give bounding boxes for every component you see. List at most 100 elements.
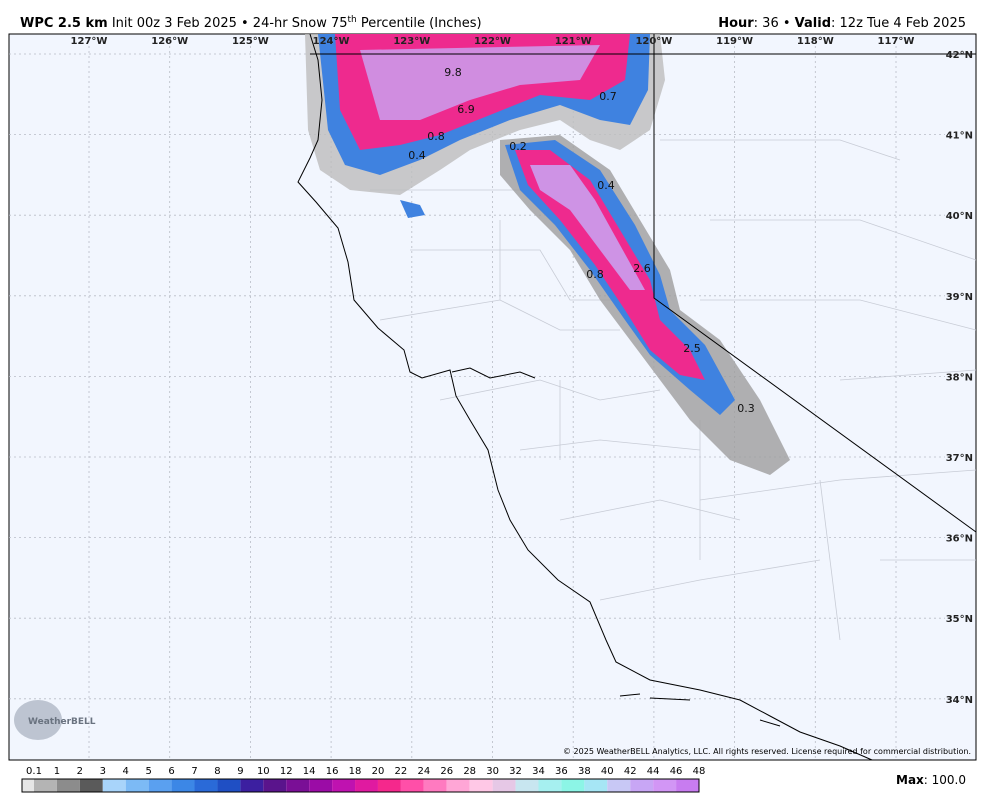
colorbar-label: 28 [463,766,476,777]
colorbar-label: 4 [123,766,129,777]
colorbar-swatch [423,779,447,792]
colorbar-label: 46 [670,766,683,777]
colorbar-swatch [171,779,195,792]
latitude-label: 41°N [946,131,973,142]
colorbar-swatch [676,779,699,792]
colorbar-swatch [286,779,310,792]
colorbar-label: 24 [417,766,430,777]
max-label: Max [896,773,924,787]
colorbar-swatch [377,779,401,792]
colorbar-swatch [102,779,126,792]
colorbar-label: 30 [486,766,499,777]
colorbar-label: 44 [647,766,660,777]
longitude-label: 127°W [71,36,108,47]
snow-value: 2.6 [633,262,651,275]
colorbar-label: 18 [349,766,362,777]
coastline [297,33,873,761]
colorbar-swatch [240,779,264,792]
colorbar-label: 36 [555,766,568,777]
longitude-label: 121°W [555,36,592,47]
colorbar-label: 42 [624,766,637,777]
snow-value: 0.4 [408,149,426,162]
longitude-label: 122°W [474,36,511,47]
colorbar-frame [21,778,700,793]
colorbar-label: 3 [100,766,106,777]
product-suffix: Percentile (Inches) [361,16,482,31]
hour-label: Hour [718,16,754,31]
longitude-label: 118°W [797,36,834,47]
colorbar-swatch [653,779,677,792]
longitude-label: 117°W [878,36,915,47]
longitude-label: 120°W [635,36,672,47]
snow-value: 0.4 [597,179,615,192]
superscript: th [348,15,357,25]
latitude-label: 37°N [946,453,973,464]
colorbar-swatch [263,779,287,792]
max-value: : 100.0 [924,773,966,787]
colorbar-swatch [584,779,608,792]
colorbar-swatch [400,779,424,792]
valid-label: Valid [795,16,831,31]
colorbar-label: 9 [237,766,243,777]
colorbar-label: 2 [77,766,83,777]
colorbar-label: 38 [578,766,591,777]
colorbar-swatch [79,779,103,792]
snow-value: 2.5 [683,342,701,355]
colorbar-label: 40 [601,766,614,777]
colorbar-label: 16 [326,766,339,777]
longitude-label: 125°W [232,36,269,47]
borders [297,33,977,761]
logo-text: WeatherBELL [28,717,96,727]
colorbar-swatch [630,779,654,792]
colorbar-label: 6 [168,766,174,777]
colorbar-swatch [355,779,378,792]
header-right: Hour: 36 • Valid: 12z Tue 4 Feb 2025 [718,16,966,31]
snow-value: 0.8 [586,268,604,281]
copyright: © 2025 WeatherBELL Analytics, LLC. All r… [563,747,971,756]
colorbar-swatch [217,779,241,792]
colorbar-swatch [607,779,631,792]
colorbar-label: 32 [509,766,522,777]
logo: WeatherBELL [14,700,96,740]
longitude-label: 124°W [313,36,350,47]
colorbar-swatch [332,779,356,792]
colorbar-swatch [22,779,34,792]
colorbar-label: 22 [395,766,408,777]
colorbar-swatch [56,779,80,792]
snow-field [305,34,790,475]
colorbar-swatch [446,779,470,792]
latitude-label: 39°N [946,292,973,303]
colorbar-label: 5 [145,766,151,777]
colorbar-label: 48 [693,766,706,777]
colorbar-label: 7 [191,766,197,777]
colorbar-swatch [125,779,149,792]
colorbar-swatch [515,779,539,792]
map: 127°W 126°W 125°W 124°W 123°W 122°W 121°W 120°W… [8,33,977,761]
colorbar-swatch [469,779,493,792]
latitude-label: 40°N [946,211,973,222]
snow-value: 0.3 [737,402,755,415]
header-left: WPC 2.5 km Init 00z 3 Feb 2025 • 24-hr S… [20,15,482,31]
colorbar-swatch [148,779,172,792]
snow-value: 0.8 [427,130,445,143]
longitude-label: 123°W [393,36,430,47]
colorbar-label: 0.1 [26,766,42,777]
init-product: Init 00z 3 Feb 2025 • 24-hr Snow 75 [112,16,348,31]
colorbar-swatch [34,779,57,792]
colorbar-swatch [309,779,333,792]
snow-value: 0.2 [509,140,527,153]
latitude-label: 35°N [946,614,973,625]
colorbar-label: 8 [214,766,220,777]
colorbar-label: 14 [303,766,316,777]
colorbar-swatch [194,779,218,792]
snow-value: 6.9 [457,103,475,116]
colorbar-label: 20 [372,766,385,777]
state-border [310,34,977,533]
bay [451,367,536,379]
model: WPC 2.5 km [20,16,108,31]
latitude-label: 38°N [946,372,973,383]
snow-value: 0.7 [599,90,617,103]
valid: : 12z Tue 4 Feb 2025 [831,16,966,31]
graticule [9,46,945,760]
